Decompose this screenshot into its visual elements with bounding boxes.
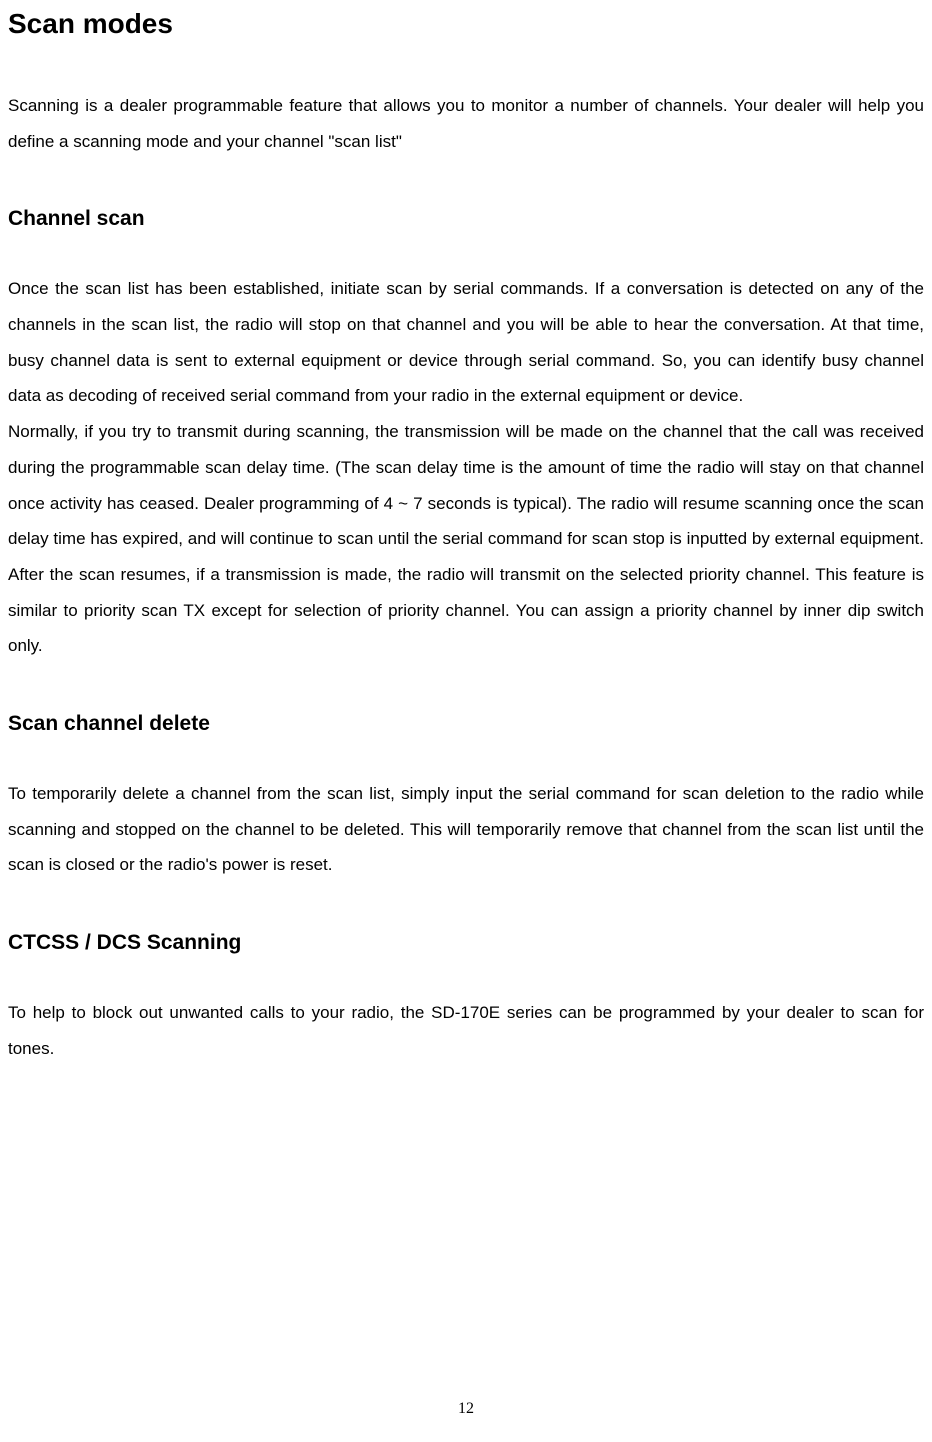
page-title: Scan modes [8, 8, 924, 40]
document-content: Scan modes Scanning is a dealer programm… [8, 8, 924, 1066]
section-heading: Channel scan [8, 207, 924, 231]
section-heading: CTCSS / DCS Scanning [8, 931, 924, 955]
body-paragraph: Once the scan list has been established,… [8, 271, 924, 414]
body-paragraph: To temporarily delete a channel from the… [8, 776, 924, 883]
body-paragraph: Normally, if you try to transmit during … [8, 414, 924, 664]
intro-paragraph: Scanning is a dealer programmable featur… [8, 88, 924, 159]
page-number: 12 [458, 1400, 474, 1418]
section-heading: Scan channel delete [8, 712, 924, 736]
body-paragraph: To help to block out unwanted calls to y… [8, 995, 924, 1066]
